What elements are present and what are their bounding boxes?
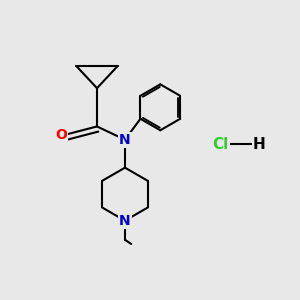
Text: Cl: Cl xyxy=(212,136,229,152)
Text: O: O xyxy=(55,128,67,142)
Text: N: N xyxy=(119,133,131,147)
Text: H: H xyxy=(253,136,265,152)
Text: N: N xyxy=(119,214,131,228)
